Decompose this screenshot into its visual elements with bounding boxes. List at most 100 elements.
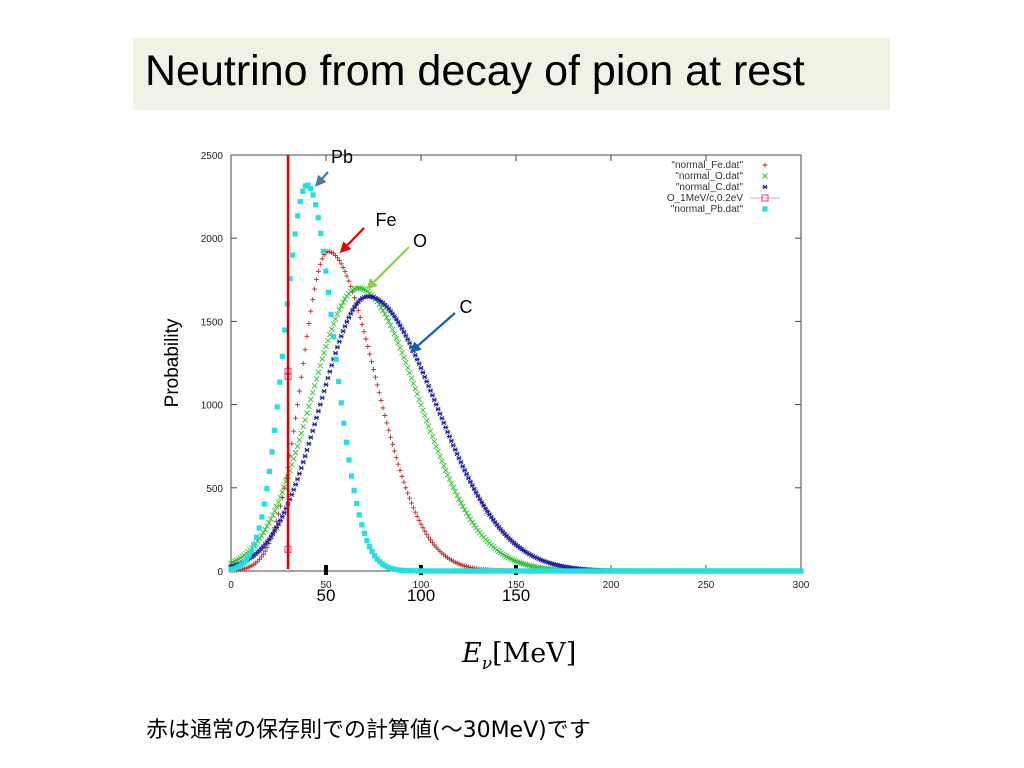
data-point xyxy=(321,349,327,356)
data-point xyxy=(797,568,804,574)
data-point xyxy=(340,264,346,270)
data-point xyxy=(260,529,267,536)
data-point xyxy=(445,429,451,435)
data-point xyxy=(374,556,380,562)
data-point xyxy=(477,496,483,502)
data-point xyxy=(437,453,443,460)
data-point xyxy=(388,434,394,440)
data-point xyxy=(401,329,407,335)
data-point xyxy=(291,428,297,434)
data-point xyxy=(518,560,525,567)
data-point xyxy=(409,500,414,506)
data-point xyxy=(352,304,357,310)
data-point xyxy=(277,379,283,385)
data-point xyxy=(374,382,380,388)
data-point xyxy=(302,417,308,423)
data-point xyxy=(431,397,437,403)
series-1 xyxy=(228,285,804,574)
y-tick-label: 2000 xyxy=(201,234,224,245)
data-point xyxy=(416,361,422,367)
data-point xyxy=(292,449,299,456)
data-point xyxy=(308,435,314,440)
data-point xyxy=(268,534,274,540)
data-point xyxy=(271,508,278,514)
data-point xyxy=(423,417,430,424)
data-point xyxy=(418,401,424,408)
data-point xyxy=(397,344,403,351)
data-point xyxy=(456,455,462,461)
data-point xyxy=(281,485,287,491)
data-point xyxy=(334,255,340,261)
data-point xyxy=(416,517,422,523)
data-point xyxy=(427,428,434,435)
data-point xyxy=(341,420,347,426)
data-point xyxy=(481,503,487,509)
data-point xyxy=(310,297,316,303)
data-point xyxy=(420,370,426,375)
data-point xyxy=(355,308,361,314)
data-point xyxy=(435,406,441,412)
data-point xyxy=(403,485,409,491)
data-point xyxy=(488,514,494,520)
data-point xyxy=(311,382,318,389)
data-point xyxy=(296,471,302,476)
data-point xyxy=(328,311,334,317)
data-point xyxy=(376,301,383,308)
data-point xyxy=(319,395,325,401)
data-point xyxy=(315,268,321,274)
data-point xyxy=(425,423,432,429)
data-point xyxy=(431,438,438,445)
data-point xyxy=(414,513,420,519)
data-point xyxy=(260,551,266,557)
data-point xyxy=(424,531,430,537)
data-point xyxy=(310,428,316,434)
data-point xyxy=(343,439,350,445)
data-point xyxy=(424,379,430,384)
slide-note: 赤は通常の保存則での計算値(〜30MeV)です xyxy=(146,718,591,743)
data-point xyxy=(346,457,352,463)
data-point xyxy=(454,451,460,457)
data-point xyxy=(366,543,373,550)
data-point xyxy=(314,415,319,421)
data-point xyxy=(304,410,310,416)
data-point xyxy=(446,476,453,482)
data-point xyxy=(412,509,418,515)
y-axis-label: Probability xyxy=(162,318,183,407)
data-point xyxy=(461,507,468,513)
data-point xyxy=(378,397,384,403)
data-point xyxy=(296,437,303,443)
data-point xyxy=(357,314,363,320)
data-point xyxy=(440,462,447,469)
legend-label: "normal_C.dat" xyxy=(676,182,744,193)
data-point xyxy=(309,389,316,396)
data-point xyxy=(289,492,295,498)
data-point xyxy=(300,360,306,366)
data-point xyxy=(393,455,399,461)
data-point xyxy=(300,423,307,430)
data-point xyxy=(313,202,319,208)
data-point xyxy=(460,463,466,469)
data-point xyxy=(364,537,370,544)
data-point xyxy=(246,553,252,559)
data-point xyxy=(319,256,325,262)
data-point xyxy=(361,329,367,335)
data-point xyxy=(391,448,397,454)
data-point xyxy=(268,516,274,522)
data-point xyxy=(428,537,433,543)
data-point xyxy=(291,487,297,493)
legend-label: "normal_Pb.dat" xyxy=(671,204,744,215)
data-point xyxy=(452,447,458,452)
data-point xyxy=(321,388,327,394)
annotation-label: Fe xyxy=(375,210,396,230)
data-point xyxy=(386,306,392,312)
data-point xyxy=(467,516,474,523)
data-point xyxy=(435,448,441,455)
data-point xyxy=(279,353,285,359)
data-point xyxy=(336,307,343,313)
data-point xyxy=(405,337,411,342)
data-point xyxy=(264,523,270,530)
data-point xyxy=(376,390,382,396)
data-point xyxy=(306,403,312,410)
x-tick-label: 150 xyxy=(508,580,525,591)
legend-label: "normal_O.dat" xyxy=(675,171,743,182)
